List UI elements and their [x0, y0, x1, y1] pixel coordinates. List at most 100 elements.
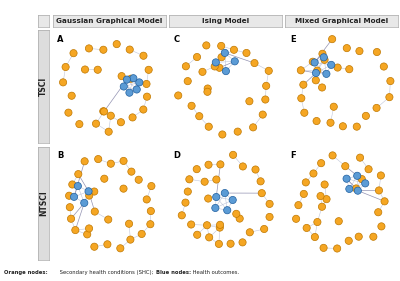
Text: E: E [290, 35, 295, 44]
Circle shape [105, 128, 112, 135]
Text: Gaussian Graphical Model: Gaussian Graphical Model [56, 18, 162, 24]
Circle shape [346, 185, 353, 192]
Circle shape [70, 49, 77, 57]
Circle shape [234, 128, 241, 135]
Circle shape [212, 59, 220, 66]
Circle shape [334, 64, 341, 71]
Circle shape [310, 170, 317, 177]
Circle shape [81, 199, 88, 207]
Circle shape [65, 109, 72, 116]
Circle shape [233, 210, 240, 217]
Circle shape [345, 237, 352, 244]
Circle shape [216, 64, 223, 71]
Circle shape [100, 108, 108, 115]
Circle shape [182, 63, 190, 70]
Circle shape [375, 209, 382, 216]
Circle shape [175, 92, 182, 99]
Circle shape [120, 157, 127, 164]
Circle shape [311, 59, 318, 66]
Circle shape [320, 244, 327, 251]
Text: Secondary health conditions (SHC);: Secondary health conditions (SHC); [58, 270, 155, 275]
Circle shape [203, 42, 210, 49]
Circle shape [91, 208, 98, 215]
Circle shape [319, 50, 326, 57]
Circle shape [66, 192, 73, 199]
Circle shape [184, 78, 191, 85]
Circle shape [266, 213, 273, 221]
Circle shape [148, 182, 155, 190]
Circle shape [230, 46, 238, 53]
Circle shape [120, 185, 127, 192]
Circle shape [343, 44, 350, 52]
Circle shape [224, 207, 231, 214]
Circle shape [136, 79, 143, 86]
Circle shape [215, 240, 222, 248]
Circle shape [126, 220, 133, 227]
Circle shape [258, 190, 265, 197]
Circle shape [266, 200, 273, 207]
Circle shape [218, 42, 225, 49]
Circle shape [381, 198, 388, 205]
Circle shape [205, 123, 212, 130]
Circle shape [221, 189, 228, 197]
Circle shape [205, 161, 212, 168]
Circle shape [243, 49, 250, 56]
Circle shape [94, 66, 101, 73]
Circle shape [194, 231, 201, 238]
Circle shape [188, 102, 195, 109]
Circle shape [186, 176, 193, 183]
Circle shape [339, 123, 346, 130]
Circle shape [120, 83, 128, 90]
Circle shape [318, 203, 326, 210]
Circle shape [230, 151, 237, 158]
Circle shape [68, 215, 75, 222]
Circle shape [117, 119, 124, 126]
Circle shape [354, 172, 361, 179]
Circle shape [68, 92, 75, 99]
Circle shape [140, 52, 147, 59]
Circle shape [259, 111, 266, 118]
Circle shape [193, 166, 200, 173]
Circle shape [128, 168, 135, 175]
Circle shape [104, 241, 111, 248]
Circle shape [318, 160, 325, 167]
Circle shape [143, 93, 151, 100]
Circle shape [335, 217, 342, 225]
Circle shape [218, 54, 225, 61]
Circle shape [117, 245, 124, 252]
Circle shape [123, 76, 130, 83]
Circle shape [300, 190, 308, 198]
Circle shape [129, 114, 136, 121]
Circle shape [222, 67, 230, 75]
Text: Orange nodes:: Orange nodes: [4, 270, 48, 275]
Circle shape [213, 176, 220, 183]
Circle shape [85, 45, 92, 52]
Circle shape [213, 193, 220, 201]
Circle shape [206, 234, 213, 241]
Circle shape [194, 53, 201, 61]
Circle shape [343, 175, 350, 182]
Circle shape [84, 231, 91, 238]
Circle shape [75, 171, 82, 178]
Circle shape [188, 221, 195, 228]
Circle shape [302, 179, 310, 186]
Text: TSCI: TSCI [39, 77, 48, 96]
Circle shape [82, 66, 89, 73]
Circle shape [303, 224, 310, 232]
Circle shape [313, 117, 320, 125]
Circle shape [145, 66, 152, 73]
Circle shape [362, 112, 370, 119]
Circle shape [327, 119, 334, 126]
Circle shape [126, 46, 133, 53]
Circle shape [312, 69, 320, 77]
Text: F: F [290, 151, 295, 160]
Circle shape [356, 154, 364, 161]
Circle shape [262, 82, 270, 89]
Circle shape [127, 75, 134, 82]
Circle shape [203, 222, 210, 229]
Circle shape [375, 187, 382, 194]
Circle shape [107, 160, 114, 167]
Circle shape [298, 95, 305, 102]
Circle shape [140, 106, 147, 113]
Circle shape [386, 94, 393, 101]
